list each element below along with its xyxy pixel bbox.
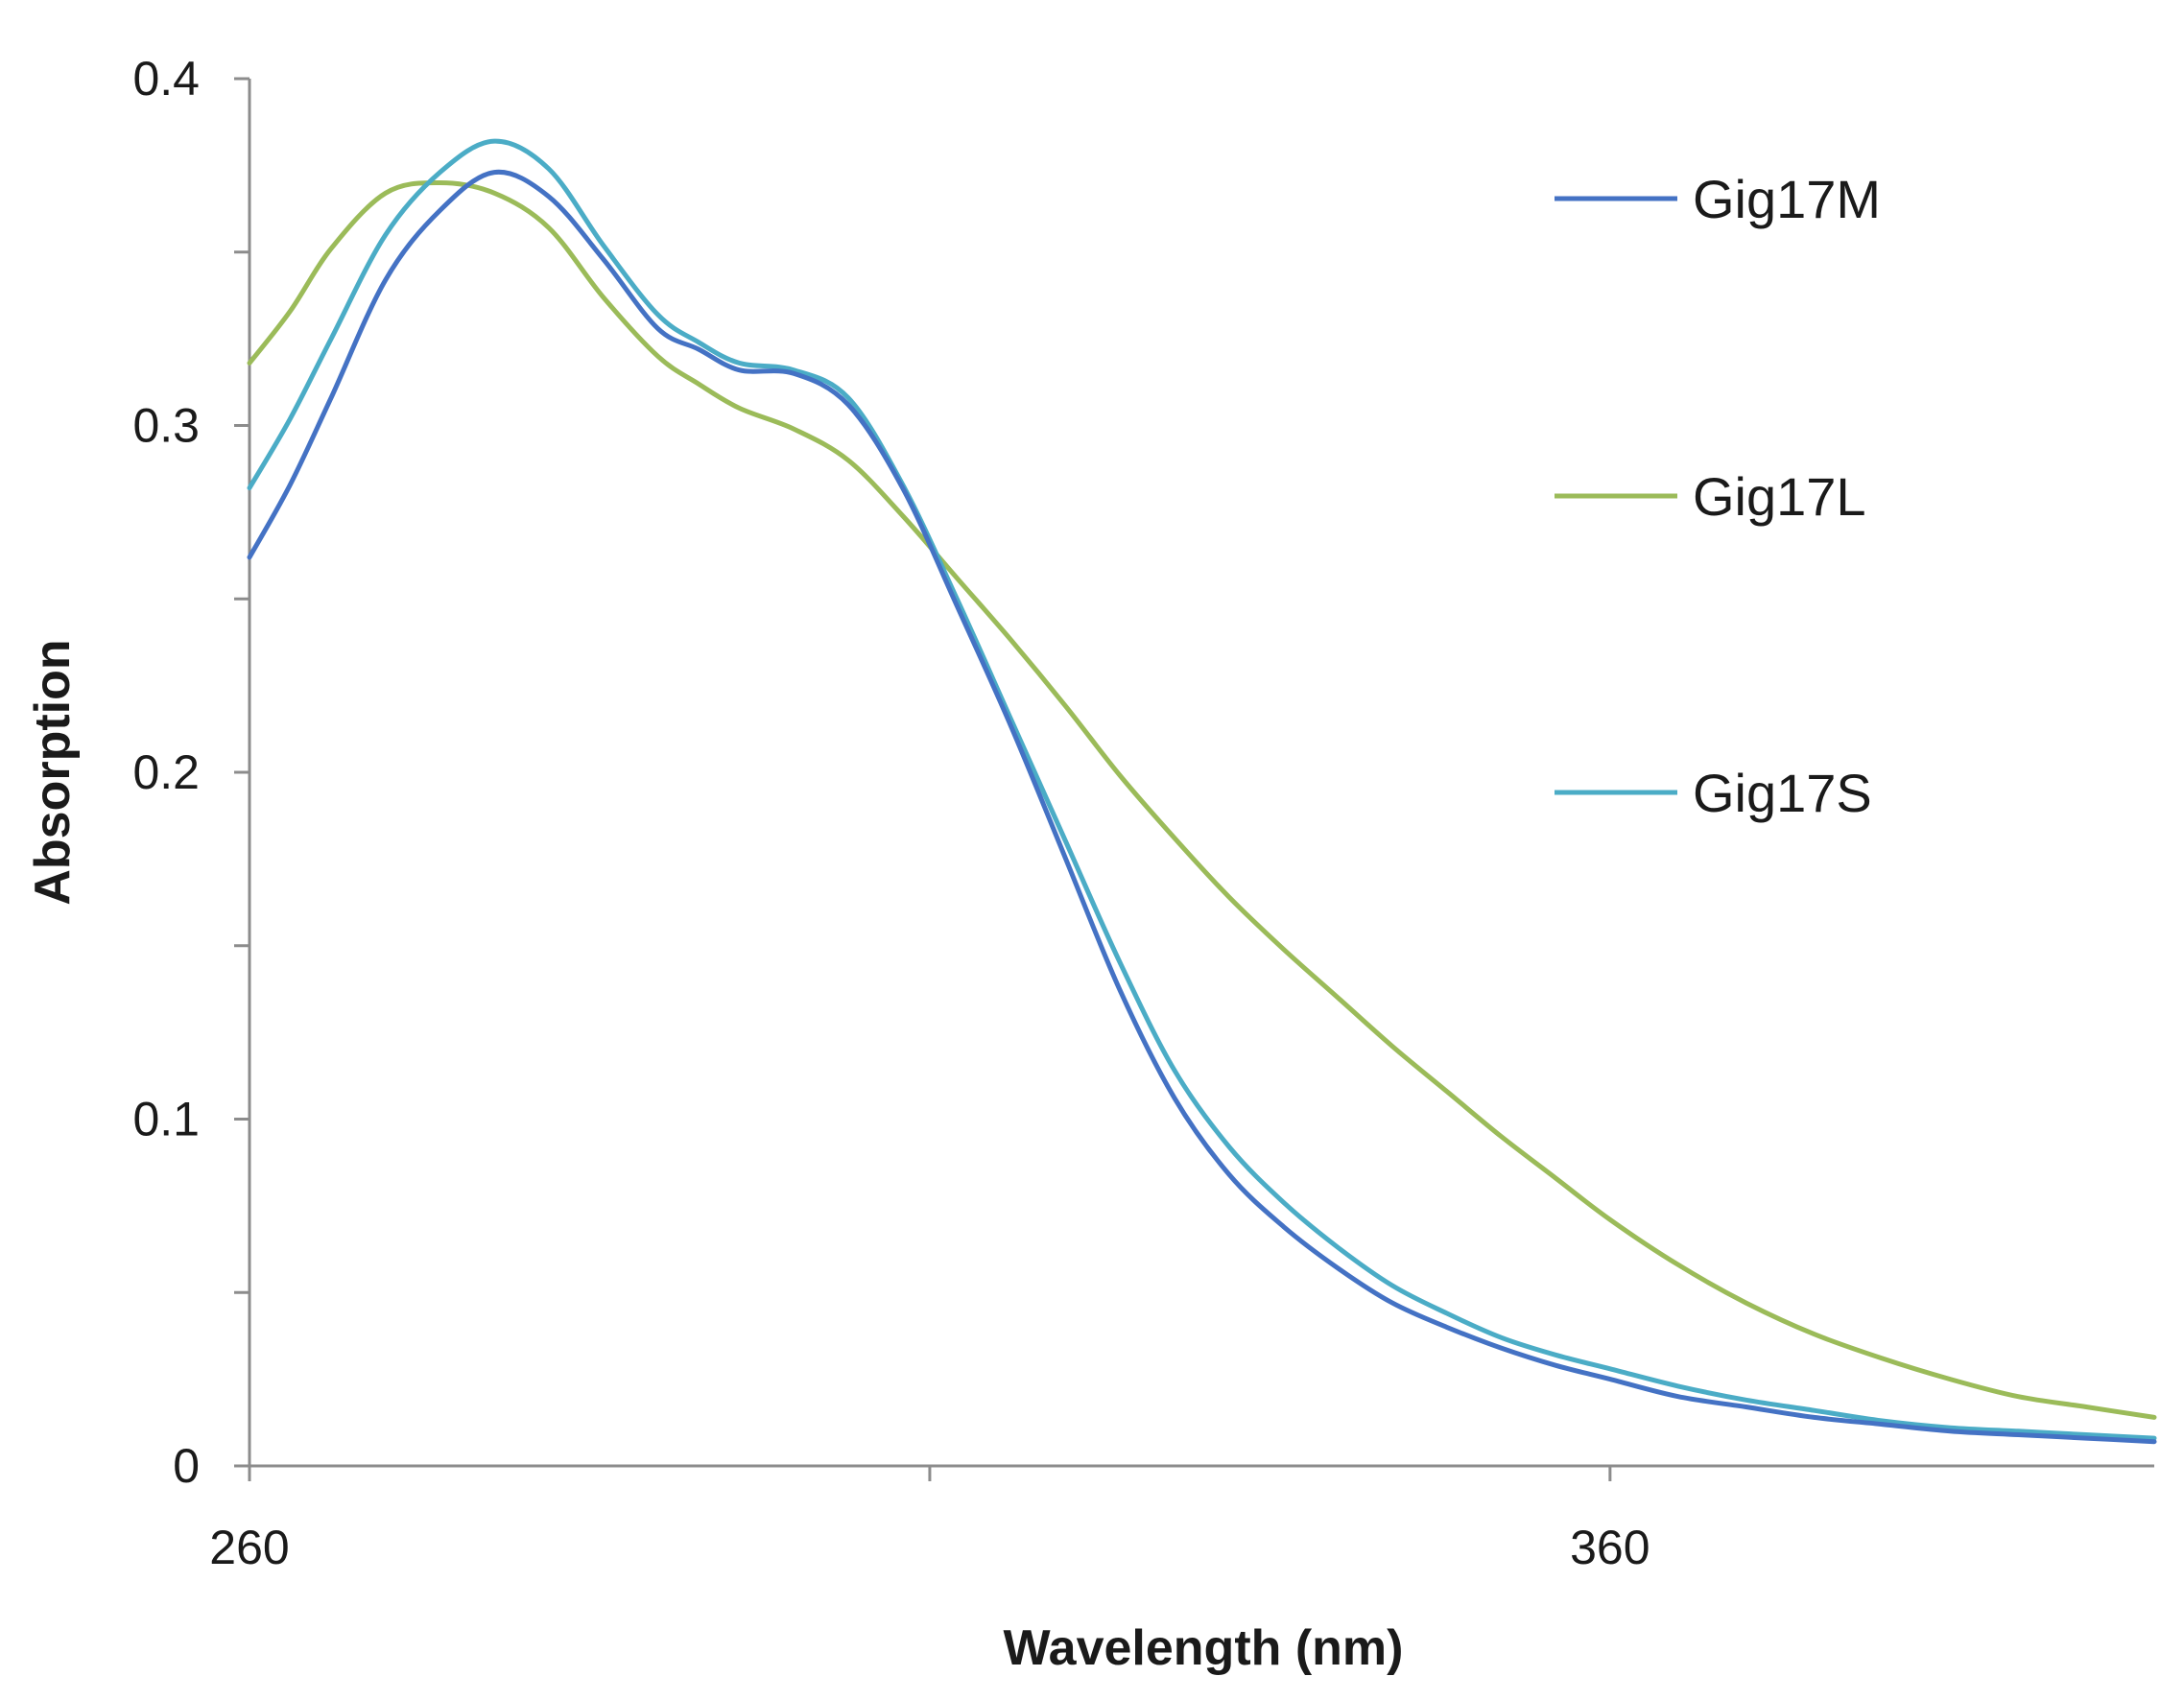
plot-series [247,138,2157,1445]
y-tick-label: 0 [173,1439,200,1493]
legend: Gig17M Gig17L Gig17S [1555,169,1881,823]
legend-label-gig17s: Gig17S [1693,763,1872,823]
y-tick-label: 0.2 [132,745,200,799]
y-tick-label: 0.4 [132,52,200,106]
legend-label-gig17m: Gig17M [1693,169,1881,229]
x-tick-label: 360 [1570,1521,1650,1574]
y-tick-label: 0.1 [132,1093,200,1146]
x-tick-label: 260 [209,1521,289,1574]
series-line-gig17s [247,138,2157,1441]
series-line-gig17m [247,169,2157,1445]
legend-label-gig17l: Gig17L [1693,466,1866,527]
axes: 0 0.1 0.2 0.3 0.4 260 360 [132,52,2154,1574]
y-axis-title: Absorption [25,639,81,905]
y-tick-label: 0.3 [132,399,200,453]
x-axis-title: Wavelength (nm) [1004,1620,1404,1676]
series-line-gig17l [247,179,2157,1420]
